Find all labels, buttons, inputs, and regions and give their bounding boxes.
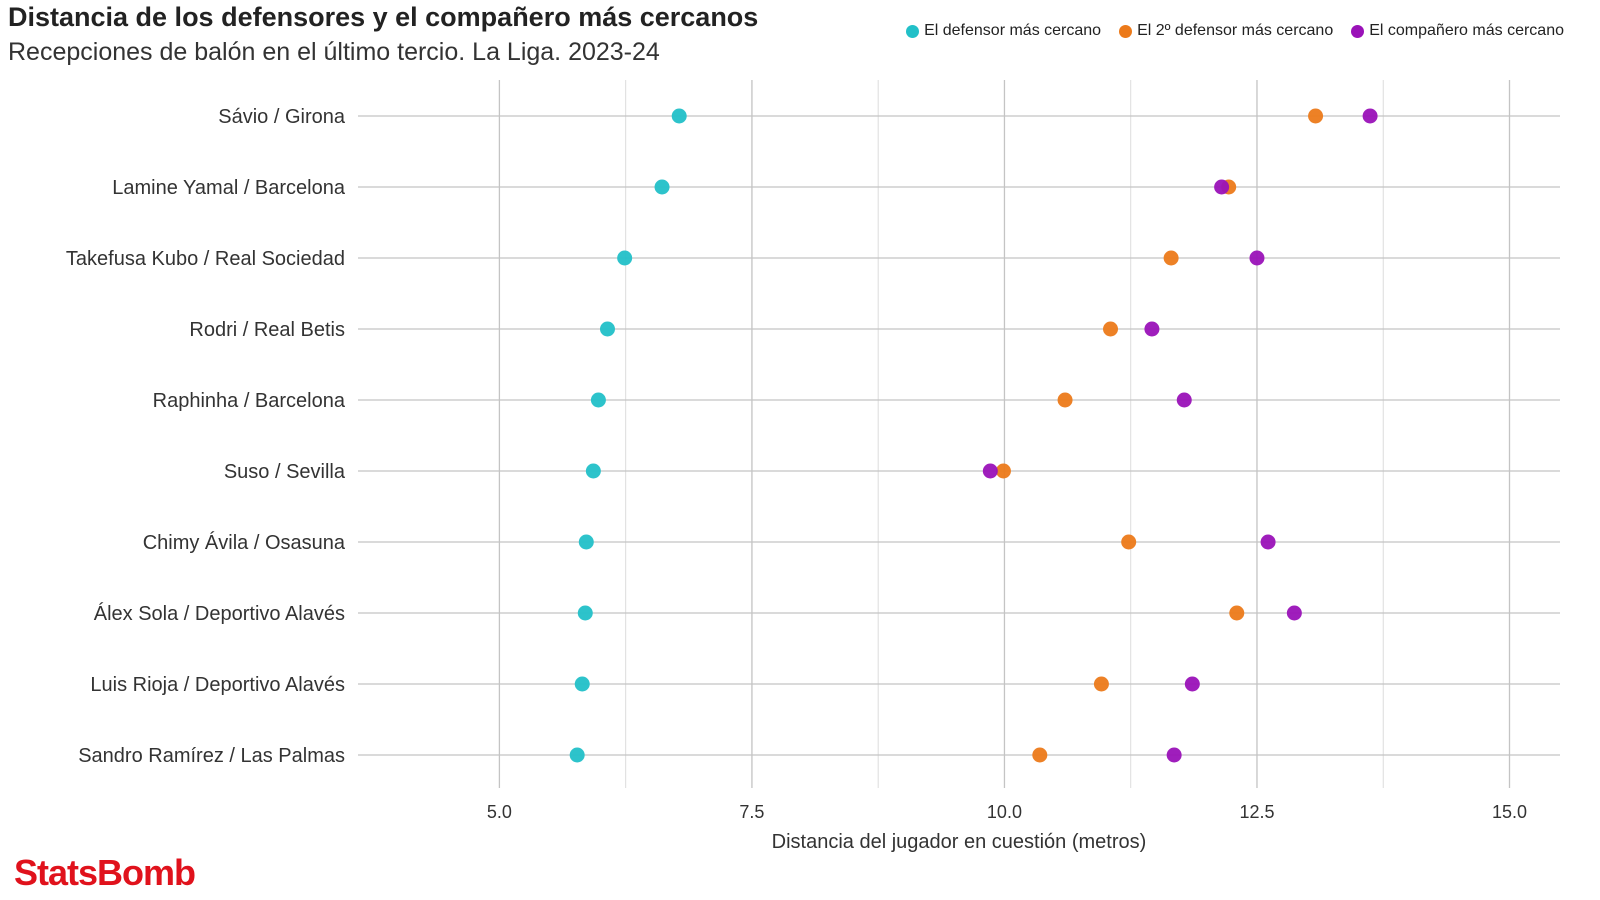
point-series0-row1 xyxy=(654,179,670,195)
point-series0-row6 xyxy=(578,534,594,550)
point-series2-row8 xyxy=(1184,676,1200,692)
point-series2-row9 xyxy=(1166,747,1182,763)
legend-label-second-defender: El 2º defensor más cercano xyxy=(1137,22,1334,39)
point-series1-row6 xyxy=(1121,534,1137,550)
point-series0-row2 xyxy=(617,250,633,266)
legend: El defensor más cercano El 2º defensor m… xyxy=(906,22,1564,40)
category-label-3: Rodri / Real Betis xyxy=(189,319,345,341)
category-label-7: Álex Sola / Deportivo Alavés xyxy=(94,602,345,625)
point-series0-row4 xyxy=(590,392,606,408)
x-tick-label-2: 10.0 xyxy=(987,802,1022,822)
category-label-8: Luis Rioja / Deportivo Alavés xyxy=(90,674,345,696)
point-series1-row2 xyxy=(1163,250,1179,266)
point-series0-row8 xyxy=(574,676,590,692)
point-series0-row3 xyxy=(599,321,615,337)
legend-item-nearest-teammate: El compañero más cercano xyxy=(1351,22,1564,40)
x-tick-label-4: 15.0 xyxy=(1492,802,1527,822)
legend-label-nearest-defender: El defensor más cercano xyxy=(924,22,1102,39)
chart-title: Distancia de los defensores y el compañe… xyxy=(8,2,759,32)
category-label-4: Raphinha / Barcelona xyxy=(153,390,346,412)
point-series2-row1 xyxy=(1214,179,1230,195)
legend-swatch-second-defender xyxy=(1119,24,1133,38)
point-series1-row5 xyxy=(995,463,1011,479)
point-series0-row5 xyxy=(585,463,601,479)
point-series2-row5 xyxy=(982,463,998,479)
category-label-0: Sávio / Girona xyxy=(218,106,346,128)
point-series0-row0 xyxy=(671,108,687,124)
category-label-1: Lamine Yamal / Barcelona xyxy=(112,177,346,199)
legend-swatch-nearest-defender xyxy=(906,24,920,38)
x-tick-label-3: 12.5 xyxy=(1239,802,1274,822)
point-series2-row4 xyxy=(1176,392,1192,408)
point-series2-row7 xyxy=(1286,605,1302,621)
x-axis-title: Distancia del jugador en cuestión (metro… xyxy=(772,831,1147,853)
point-series2-row2 xyxy=(1249,250,1265,266)
legend-item-second-defender: El 2º defensor más cercano xyxy=(1119,22,1333,40)
point-series2-row3 xyxy=(1144,321,1160,337)
point-series1-row9 xyxy=(1032,747,1048,763)
point-series0-row9 xyxy=(569,747,585,763)
x-tick-label-0: 5.0 xyxy=(487,802,512,822)
x-tick-label-1: 7.5 xyxy=(739,802,764,822)
point-series1-row0 xyxy=(1308,108,1324,124)
point-series1-row8 xyxy=(1093,676,1109,692)
point-series1-row4 xyxy=(1057,392,1073,408)
category-label-5: Suso / Sevilla xyxy=(224,461,346,483)
point-series2-row0 xyxy=(1362,108,1378,124)
point-series2-row6 xyxy=(1260,534,1276,550)
legend-label-nearest-teammate: El compañero más cercano xyxy=(1369,22,1564,39)
chart-subtitle: Recepciones de balón en el último tercio… xyxy=(8,38,660,66)
category-label-6: Chimy Ávila / Osasuna xyxy=(143,531,346,554)
legend-swatch-nearest-teammate xyxy=(1351,24,1365,38)
point-series1-row7 xyxy=(1229,605,1245,621)
statsbomb-logo: StatsBomb xyxy=(14,852,196,893)
legend-item-nearest-defender: El defensor más cercano xyxy=(906,22,1101,40)
point-series0-row7 xyxy=(577,605,593,621)
category-label-2: Takefusa Kubo / Real Sociedad xyxy=(66,248,345,270)
category-label-9: Sandro Ramírez / Las Palmas xyxy=(78,745,345,767)
point-series1-row3 xyxy=(1103,321,1119,337)
